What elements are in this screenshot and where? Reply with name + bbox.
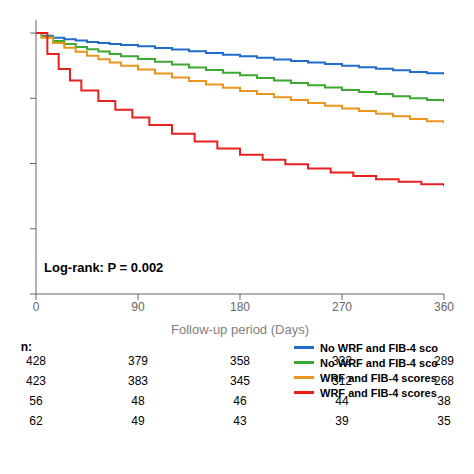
html-text:46: 46	[233, 394, 247, 408]
html-text:43: 43	[233, 414, 247, 428]
html-text:268: 268	[434, 374, 454, 388]
html-text:39: 39	[335, 414, 349, 428]
html-text:423: 423	[26, 374, 46, 388]
html-text:312: 312	[332, 374, 352, 388]
html-text:WRF and FIB-4 scores: WRF and FIB-4 scores	[320, 371, 437, 384]
html-text:No WRF and FIB-4 sco: No WRF and FIB-4 sco	[320, 341, 438, 354]
svg-text:360: 360	[434, 300, 454, 314]
html-text:56: 56	[29, 394, 43, 408]
html-text:428: 428	[26, 354, 46, 368]
svg-text:180: 180	[230, 300, 250, 314]
html-text:289: 289	[434, 354, 454, 368]
html-text:Log-rank: P = 0.002: Log-rank: P = 0.002	[44, 259, 164, 275]
html-text:n:: n:	[20, 340, 32, 354]
html-text:WRF and FIB-4 scores: WRF and FIB-4 scores	[320, 386, 437, 399]
svg-text:90: 90	[131, 300, 145, 314]
html-text:No WRF and FIB-4 sco: No WRF and FIB-4 sco	[320, 356, 438, 369]
html-text:44: 44	[335, 394, 349, 408]
html-text:35: 35	[437, 414, 451, 428]
svg-text:Follow-up period (Days): Follow-up period (Days)	[171, 322, 309, 337]
html-text:383: 383	[128, 374, 148, 388]
html-text:332: 332	[332, 354, 352, 368]
html-text:345: 345	[230, 374, 250, 388]
html-text:48: 48	[131, 394, 145, 408]
html-text:62: 62	[29, 414, 43, 428]
html-text:358: 358	[230, 354, 250, 368]
svg-text:0: 0	[33, 300, 40, 314]
html-text:379: 379	[128, 354, 148, 368]
html-text:38: 38	[437, 394, 451, 408]
html-text:49: 49	[131, 414, 145, 428]
svg-text:270: 270	[332, 300, 352, 314]
